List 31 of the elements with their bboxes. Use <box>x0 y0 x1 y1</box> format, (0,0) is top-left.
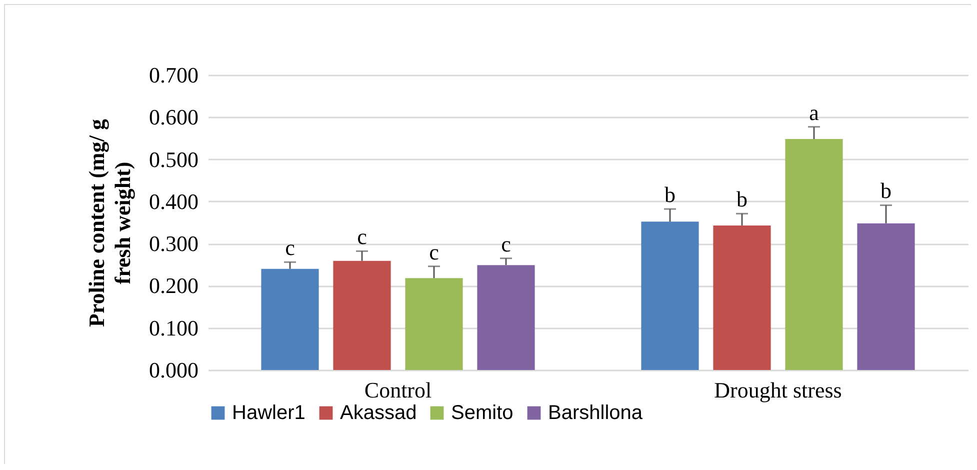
bar <box>641 222 699 370</box>
data-label: c <box>285 235 296 260</box>
y-tick-label: 0.500 <box>149 146 198 172</box>
y-tick-label: 0.100 <box>149 315 198 340</box>
legend-label: Akassad <box>340 402 417 424</box>
bar <box>857 223 915 370</box>
y-tick-label: 0.200 <box>149 273 198 298</box>
bar <box>333 260 391 370</box>
bar <box>785 139 843 370</box>
bar <box>261 268 319 370</box>
legend-label: Barshllona <box>548 402 644 424</box>
y-axis-title: Proline content (mg/ g fresh weight) <box>84 119 135 327</box>
data-label: c <box>357 224 368 250</box>
data-label: b <box>664 182 676 208</box>
data-label: a <box>809 100 820 125</box>
y-tick-label: 0.600 <box>149 104 198 130</box>
data-label: c <box>429 239 440 264</box>
y-tick-label: 0.400 <box>149 188 198 214</box>
y-tick-label: 0.300 <box>149 231 198 256</box>
bar <box>477 265 535 370</box>
y-tick-label: 0.700 <box>149 62 198 88</box>
x-tick-label: Drought stress <box>714 378 842 402</box>
y-tick-label: 0.000 <box>149 358 198 382</box>
x-tick-label: Control <box>364 378 432 402</box>
bar <box>405 278 463 370</box>
data-label: b <box>880 178 892 204</box>
legend-label: Semito <box>451 402 514 424</box>
data-label: b <box>736 186 748 212</box>
bar <box>713 225 771 370</box>
data-label: c <box>501 231 512 256</box>
legend-label: Hawler1 <box>232 402 306 424</box>
